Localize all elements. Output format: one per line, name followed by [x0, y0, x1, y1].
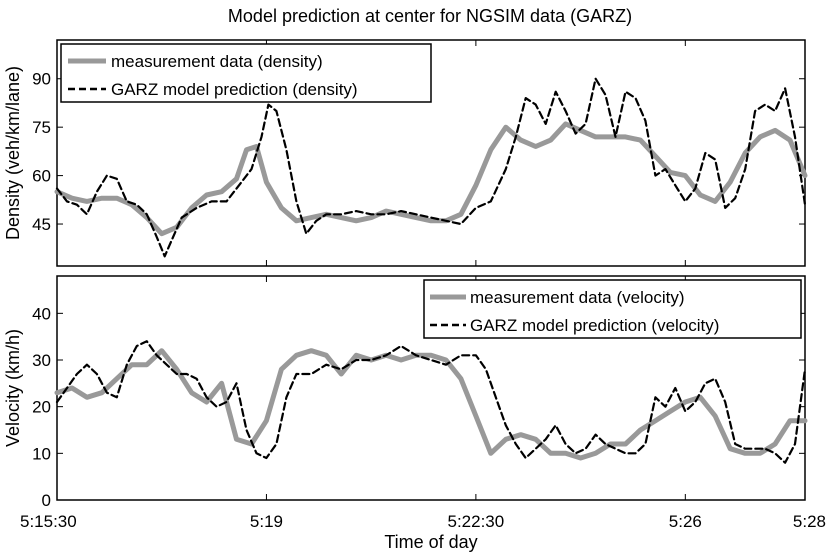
density-y-tick-label: 75 — [32, 118, 51, 137]
velocity-y-tick-label: 20 — [32, 398, 51, 417]
velocity-legend-label-prediction: GARZ model prediction (velocity) — [470, 316, 719, 335]
velocity-prediction-line — [55, 340, 807, 464]
density-legend-label-measurement: measurement data (density) — [111, 52, 323, 71]
velocity-legend: measurement data (velocity) GARZ model p… — [423, 279, 802, 339]
velocity-y-tick-label: 10 — [32, 444, 51, 463]
density-y-tick-label: 60 — [32, 167, 51, 186]
velocity-y-ticks: 0 10 20 30 40 — [32, 276, 806, 510]
density-prediction-line — [55, 77, 807, 258]
density-panel: 45 60 75 90 Density (veh/km/lane) measureme… — [3, 39, 808, 267]
x-tick-label: 5:22:30 — [448, 512, 505, 531]
density-series — [54, 77, 808, 258]
density-y-tick-label: 90 — [32, 70, 51, 89]
x-axis-label: Time of day — [384, 532, 477, 552]
density-legend-box — [60, 43, 432, 103]
x-axis-ticks: 5:15:30 5:19 5:22:30 5:26 5:28 — [20, 512, 826, 531]
velocity-y-tick-label: 30 — [32, 351, 51, 370]
velocity-y-tick-label: 0 — [42, 491, 51, 510]
density-legend-label-prediction: GARZ model prediction (density) — [111, 80, 358, 99]
x-tick-label: 5:19 — [250, 512, 283, 531]
density-y-tick-label: 45 — [32, 215, 51, 234]
velocity-measurement-line — [54, 348, 808, 461]
x-tick-label: 5:15:30 — [20, 512, 77, 531]
x-tick-label: 5:28 — [793, 512, 826, 531]
velocity-panel: 0 10 20 30 40 Velocity (km/h) measurement da… — [3, 275, 808, 510]
density-measurement-line — [54, 121, 808, 237]
velocity-y-tick-label: 40 — [32, 304, 51, 323]
density-y-axis-label: Density (veh/km/lane) — [3, 66, 23, 240]
chart-title: Model prediction at center for NGSIM dat… — [228, 6, 632, 26]
x-tick-label: 5:26 — [669, 512, 702, 531]
velocity-legend-box — [423, 279, 802, 339]
velocity-series — [54, 340, 808, 464]
velocity-legend-label-measurement: measurement data (velocity) — [470, 288, 684, 307]
density-legend: measurement data (density) GARZ model pr… — [60, 43, 432, 103]
velocity-y-axis-label: Velocity (km/h) — [3, 329, 23, 447]
